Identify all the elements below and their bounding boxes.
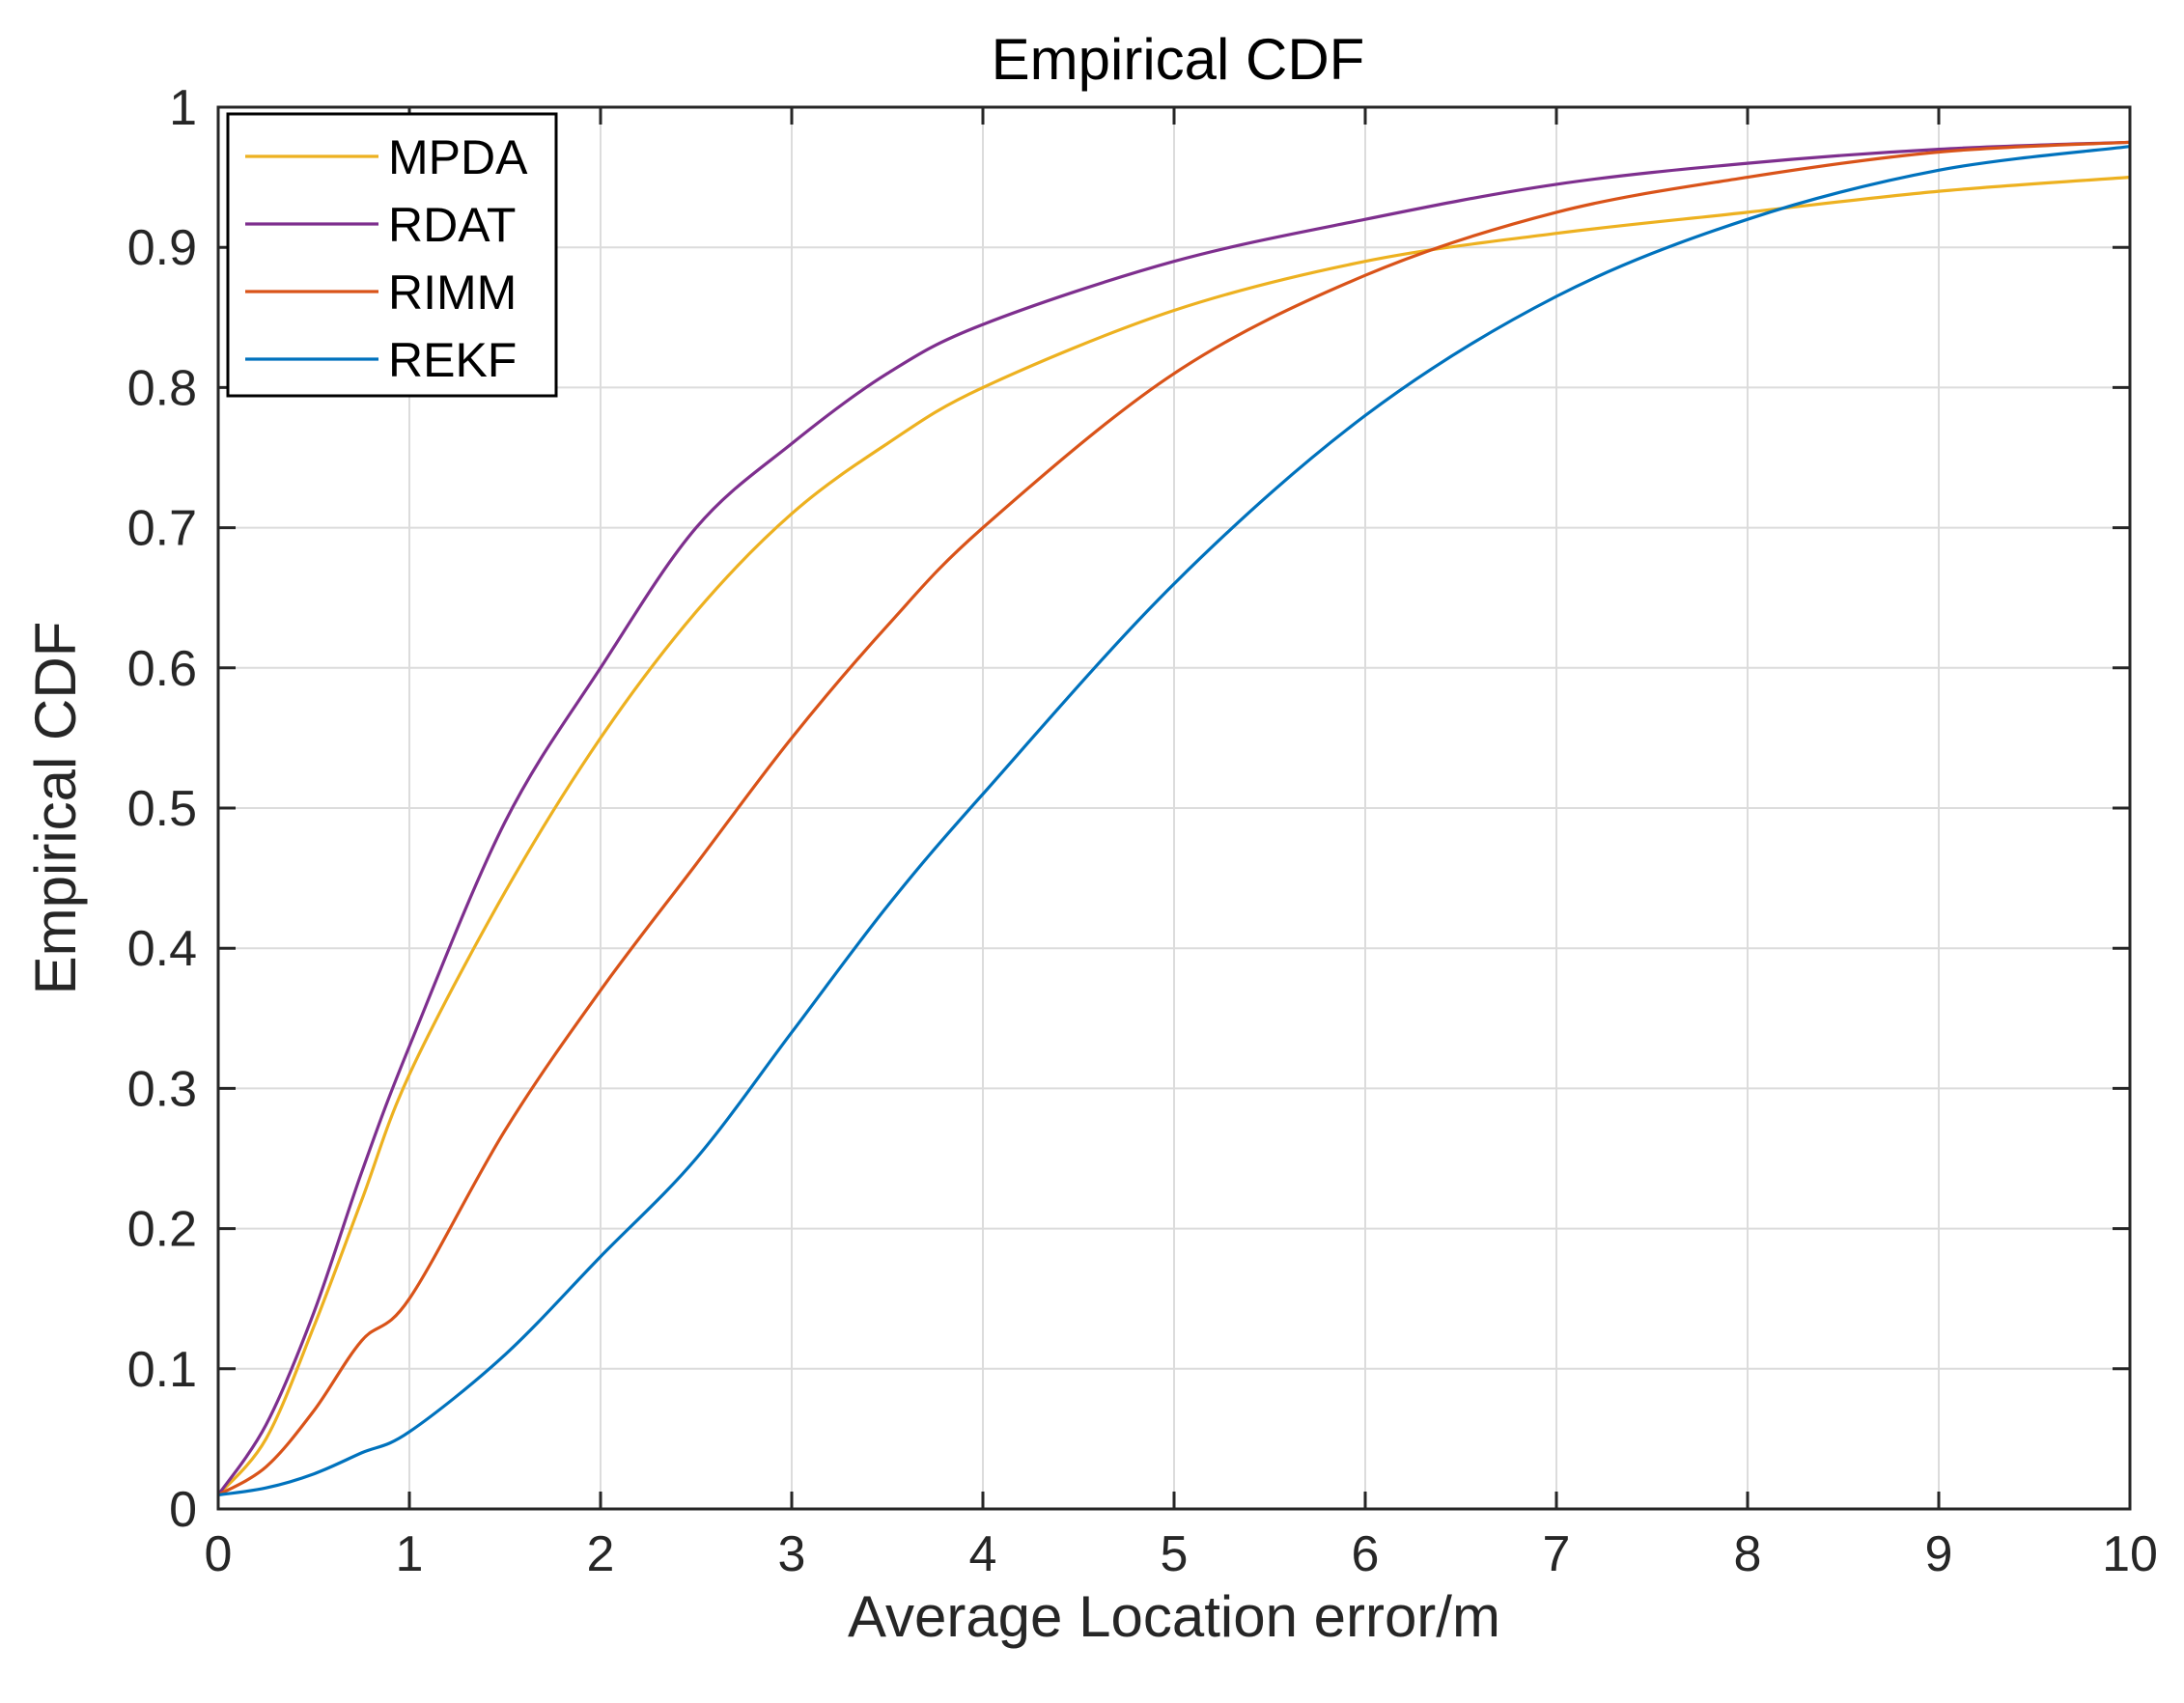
x-tick-label: 2 — [587, 1526, 615, 1582]
x-tick-label: 6 — [1352, 1526, 1380, 1582]
y-tick-label: 0.6 — [127, 641, 197, 697]
x-tick-label: 5 — [1161, 1526, 1189, 1582]
y-tick-label: 0.1 — [127, 1342, 197, 1398]
series-line-rdat — [216, 140, 2131, 1496]
series-layer — [216, 140, 2131, 1497]
y-tick-label: 1 — [169, 80, 197, 136]
series-line-rekf — [217, 145, 2131, 1497]
legend-box — [226, 112, 558, 398]
y-tick-label: 0.4 — [127, 921, 197, 977]
y-tick-label: 0.5 — [127, 781, 197, 837]
y-tick-label: 0.8 — [127, 360, 197, 416]
y-tick-label: 0 — [169, 1482, 197, 1538]
chart-title: Empirical CDF — [992, 27, 1365, 92]
x-tick-label: 3 — [778, 1526, 806, 1582]
x-tick-label: 8 — [1734, 1526, 1762, 1582]
x-tick-label: 10 — [2102, 1526, 2158, 1582]
x-axis-label: Average Location error/m — [848, 1584, 1500, 1649]
y-axis-label: Empirical CDF — [23, 622, 88, 995]
x-tick-label: 7 — [1543, 1526, 1571, 1582]
y-tick-label: 0.7 — [127, 501, 197, 557]
legend-label-rimm: RIMM — [388, 265, 517, 320]
x-tick-label: 0 — [205, 1526, 233, 1582]
series-line-mpda — [216, 176, 2131, 1496]
legend: MPDA RDAT RIMM REKF — [226, 112, 558, 398]
y-tick-label: 0.3 — [127, 1061, 197, 1117]
series-line-rimm — [217, 140, 2131, 1496]
legend-label-mpda: MPDA — [388, 130, 528, 184]
x-axis-ticks: 0 1 2 3 4 5 6 7 8 9 10 — [205, 107, 2158, 1582]
x-tick-label: 9 — [1925, 1526, 1953, 1582]
legend-label-rdat: RDAT — [388, 198, 516, 252]
y-axis-ticks: 0 0.1 0.2 0.3 0.4 0.5 0.6 0.7 0.8 0.9 1 — [127, 80, 2130, 1538]
x-tick-label: 1 — [396, 1526, 424, 1582]
y-tick-label: 0.9 — [127, 220, 197, 276]
x-tick-label: 4 — [969, 1526, 997, 1582]
y-tick-label: 0.2 — [127, 1202, 197, 1258]
legend-label-rekf: REKF — [388, 333, 517, 387]
